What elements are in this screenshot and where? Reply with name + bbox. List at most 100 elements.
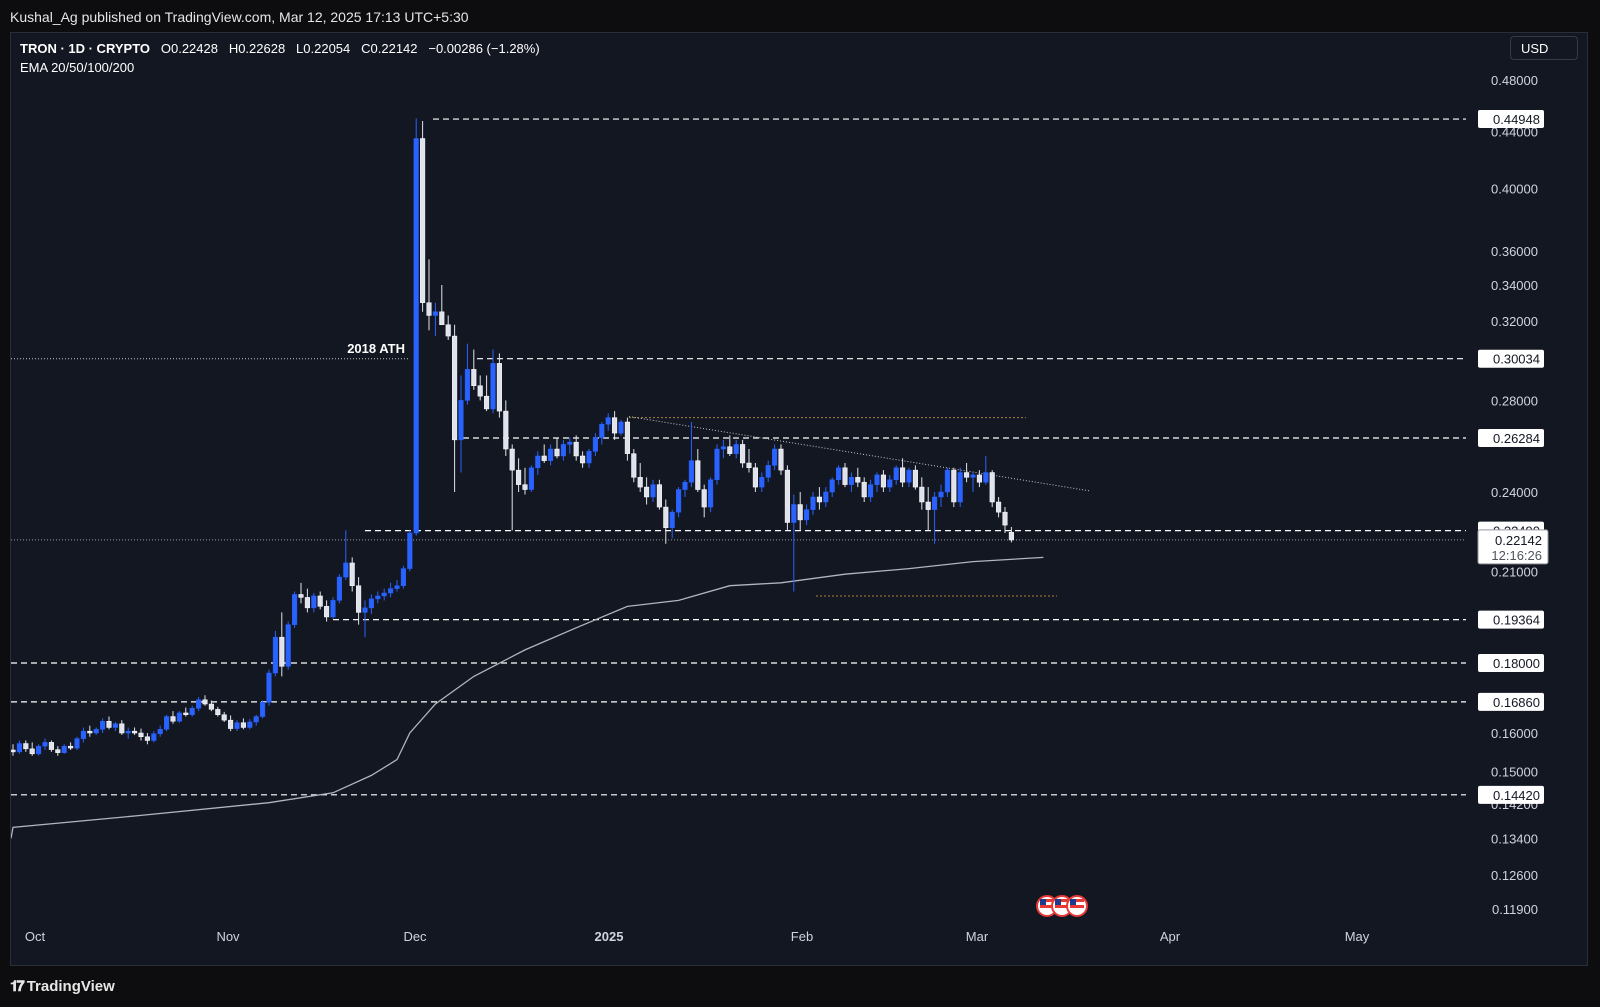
- candle-body-137: [887, 479, 893, 488]
- chart-pane[interactable]: 2018 ATH 0.48000 0.44000 0.40000 0.36000 0.34…: [10, 32, 1588, 966]
- candle-body-7: [55, 749, 61, 753]
- y-tick-label-8: 0.21000: [1491, 564, 1538, 579]
- candle-body-61: [400, 568, 406, 586]
- candle-body-117: [759, 477, 765, 488]
- candle-body-103: [669, 511, 675, 528]
- candle-body-126: [816, 496, 822, 503]
- candle-body-51: [336, 576, 342, 601]
- candle-body-12: [87, 730, 93, 734]
- y-tick-label-6: 0.28000: [1491, 393, 1538, 408]
- candle-body-31: [208, 703, 214, 710]
- brand-name: TradingView: [26, 978, 115, 995]
- flag-stripe-a-2: [1070, 899, 1084, 902]
- candle-body-145: [938, 491, 944, 498]
- candle-body-21: [144, 736, 150, 741]
- candle-body-119: [772, 448, 778, 466]
- candle-body-49: [324, 606, 330, 618]
- candle-body-29: [196, 699, 202, 709]
- x-tick-label-2: Dec: [403, 929, 427, 944]
- y-tick-label-14: 0.11900: [1492, 902, 1538, 917]
- level-tag-text-1: 0.30034: [1493, 352, 1540, 367]
- candle-body-127: [823, 491, 829, 503]
- x-tick-label-5: Mar: [966, 929, 989, 944]
- y-tick-label-1: 0.44000: [1491, 125, 1538, 140]
- legend-indicator[interactable]: EMA 20/50/100/200: [20, 60, 135, 75]
- candle-body-90: [586, 451, 592, 464]
- candle-body-18: [125, 730, 131, 734]
- x-tick-label-7: May: [1345, 929, 1370, 944]
- level-tag-2: [1478, 428, 1544, 447]
- candle-body-131: [848, 477, 854, 485]
- candle-body-41: [272, 636, 278, 674]
- candle-body-13: [93, 729, 99, 734]
- candle-body-48: [317, 595, 323, 607]
- candle-body-128: [829, 479, 835, 493]
- candle-body-151: [976, 474, 982, 483]
- candle-body-69: [452, 335, 458, 441]
- candle-body-96: [624, 421, 630, 454]
- candle-body-98: [637, 477, 643, 488]
- candle-body-60: [394, 585, 400, 589]
- legend-high: H0.22628: [228, 41, 286, 56]
- level-tag-text-6: 0.16860: [1493, 695, 1540, 710]
- candle-body-109: [708, 479, 714, 508]
- flag-canton-0: [1040, 899, 1046, 905]
- candle-body-4: [36, 745, 42, 755]
- candle-body-141: [912, 469, 918, 488]
- us-flag-event-icon: [1066, 895, 1088, 917]
- footer: 𝟏𝟕 TradingView: [0, 968, 1600, 1007]
- candle-body-66: [432, 311, 438, 316]
- candle-body-134: [868, 484, 874, 498]
- candle-body-94: [612, 417, 618, 434]
- candle-body-136: [880, 474, 886, 488]
- candle-body-122: [791, 504, 797, 523]
- candle-body-47: [311, 595, 317, 609]
- candle-body-42: [279, 636, 285, 667]
- candle-body-85: [554, 448, 560, 457]
- level-tag-5: [1478, 654, 1544, 673]
- candle-body-62: [407, 532, 413, 569]
- candle-body-46: [304, 597, 310, 609]
- candle-body-154: [996, 501, 1002, 513]
- currency-button[interactable]: USD: [1510, 36, 1578, 60]
- candle-body-113: [733, 444, 739, 454]
- candle-body-149: [964, 472, 970, 478]
- level-tag-1: [1478, 349, 1544, 368]
- candle-body-81: [528, 467, 534, 490]
- candle-body-54: [356, 585, 362, 613]
- candle-body-144: [932, 496, 938, 510]
- candle-body-115: [746, 462, 752, 468]
- y-tick-label-5: 0.32000: [1491, 314, 1538, 329]
- legend-open: O0.22428: [160, 41, 218, 56]
- candle-body-84: [548, 448, 554, 461]
- price-chart[interactable]: 2018 ATH 0.48000 0.44000 0.40000 0.36000 0.34…: [11, 33, 1588, 966]
- tradingview-brand[interactable]: 𝟏𝟕 TradingView: [10, 978, 115, 995]
- flag-stripe-a-1: [1055, 899, 1069, 902]
- candle-body-156: [1008, 531, 1014, 541]
- candle-body-106: [688, 460, 694, 483]
- publish-header: Kushal_Ag published on TradingView.com, …: [0, 0, 1600, 34]
- x-tick-label-6: Apr: [1160, 929, 1181, 944]
- candle-body-100: [650, 484, 656, 498]
- candle-body-24: [164, 716, 170, 730]
- candle-body-75: [490, 363, 496, 410]
- candle-body-23: [157, 729, 163, 735]
- candle-body-107: [695, 460, 701, 490]
- candle-body-102: [663, 506, 669, 528]
- legend-symbol[interactable]: TRON · 1D · CRYPTO: [20, 41, 151, 56]
- candle-body-111: [720, 446, 726, 450]
- candle-body-22: [151, 733, 157, 741]
- y-tick-label-0: 0.48000: [1491, 73, 1538, 88]
- candle-body-39: [260, 702, 266, 717]
- x-tick-label-1: Nov: [216, 929, 240, 944]
- candle-body-143: [925, 501, 931, 510]
- x-tick-label-0: Oct: [25, 929, 46, 944]
- ath-label: 2018 ATH: [347, 341, 405, 356]
- y-tick-label-9: 0.16000: [1491, 726, 1538, 741]
- candle-body-120: [778, 448, 784, 471]
- candle-body-140: [906, 469, 912, 483]
- candle-body-150: [970, 474, 976, 478]
- candle-body-147: [951, 469, 957, 503]
- candle-body-135: [874, 474, 880, 485]
- tradingview-logo-icon: 𝟏𝟕: [10, 978, 25, 995]
